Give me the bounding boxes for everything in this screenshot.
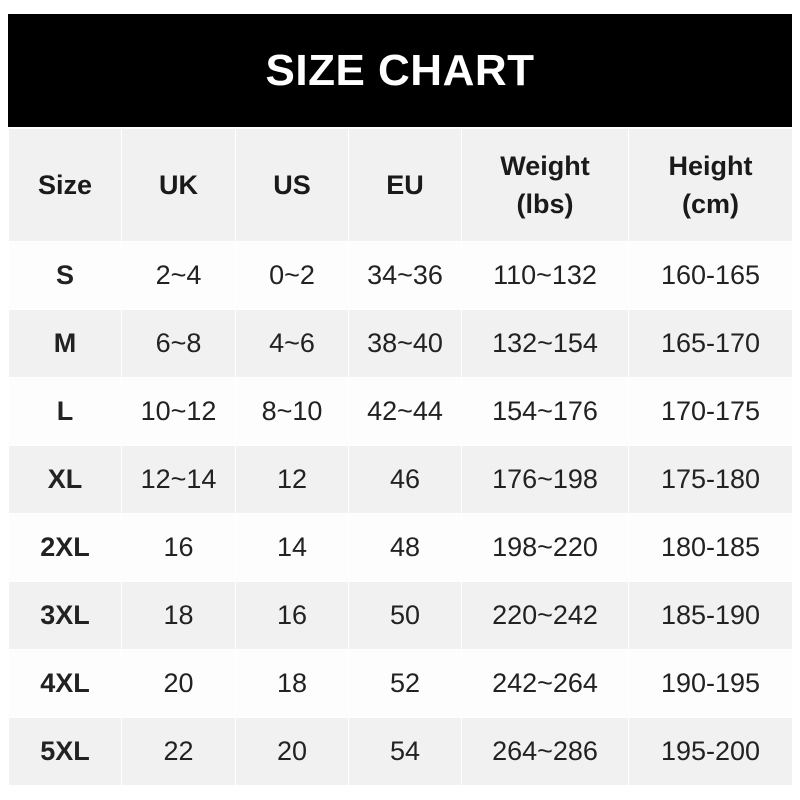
column-header-label: US: [273, 170, 311, 200]
cell-weight: 264~286: [461, 717, 629, 786]
cell-size: XL: [8, 445, 122, 514]
cell-height: 185-190: [628, 581, 793, 650]
cell-eu: 52: [348, 649, 462, 718]
cell-size: L: [8, 377, 122, 446]
cell-us: 14: [235, 513, 349, 582]
cell-height: 165-170: [628, 309, 793, 378]
cell-size: 4XL: [8, 649, 122, 718]
cell-size: M: [8, 309, 122, 378]
column-header-label: Height: [668, 151, 753, 181]
cell-eu: 48: [348, 513, 462, 582]
cell-uk: 2~4: [121, 241, 236, 310]
cell-size: 3XL: [8, 581, 122, 650]
column-header-size: Size: [8, 128, 122, 242]
column-header-label: Weight: [500, 151, 590, 181]
size-chart-title: SIZE CHART: [8, 14, 792, 127]
table-row: S 2~4 0~2 34~36 110~132 160-165: [8, 241, 793, 310]
cell-size: S: [8, 241, 122, 310]
column-header-label: UK: [159, 170, 198, 200]
cell-us: 12: [235, 445, 349, 514]
cell-height: 195-200: [628, 717, 793, 786]
cell-uk: 18: [121, 581, 236, 650]
cell-eu: 54: [348, 717, 462, 786]
cell-eu: 34~36: [348, 241, 462, 310]
column-header-eu: EU: [348, 128, 462, 242]
cell-us: 0~2: [235, 241, 349, 310]
column-header-height: Height (cm): [628, 128, 793, 242]
cell-size: 5XL: [8, 717, 122, 786]
cell-uk: 16: [121, 513, 236, 582]
cell-us: 18: [235, 649, 349, 718]
cell-height: 190-195: [628, 649, 793, 718]
cell-weight: 132~154: [461, 309, 629, 378]
column-header-weight: Weight (lbs): [461, 128, 629, 242]
column-header-label: EU: [386, 170, 424, 200]
cell-eu: 38~40: [348, 309, 462, 378]
cell-us: 20: [235, 717, 349, 786]
cell-weight: 176~198: [461, 445, 629, 514]
size-chart-table: Size UK US EU Weight (lbs) Height (cm) S 2~4 0~2 3…: [8, 128, 793, 786]
cell-weight: 110~132: [461, 241, 629, 310]
table-row: M 6~8 4~6 38~40 132~154 165-170: [8, 309, 793, 378]
cell-weight: 198~220: [461, 513, 629, 582]
header-row: Size UK US EU Weight (lbs) Height (cm): [8, 128, 793, 242]
cell-us: 16: [235, 581, 349, 650]
table-row: L 10~12 8~10 42~44 154~176 170-175: [8, 377, 793, 446]
column-header-label: Size: [37, 170, 93, 200]
column-header-uk: UK: [121, 128, 236, 242]
table-row: 4XL 20 18 52 242~264 190-195: [8, 649, 793, 718]
cell-eu: 50: [348, 581, 462, 650]
table-row: 3XL 18 16 50 220~242 185-190: [8, 581, 793, 650]
cell-height: 170-175: [628, 377, 793, 446]
cell-us: 4~6: [235, 309, 349, 378]
cell-height: 180-185: [628, 513, 793, 582]
cell-us: 8~10: [235, 377, 349, 446]
cell-eu: 46: [348, 445, 462, 514]
cell-weight: 242~264: [461, 649, 629, 718]
cell-height: 160-165: [628, 241, 793, 310]
table-row: XL 12~14 12 46 176~198 175-180: [8, 445, 793, 514]
column-header-unit: (cm): [681, 189, 739, 219]
table-row: 5XL 22 20 54 264~286 195-200: [8, 717, 793, 786]
cell-weight: 220~242: [461, 581, 629, 650]
table-body: S 2~4 0~2 34~36 110~132 160-165 M 6~8 4~6 38~40 13…: [8, 241, 793, 786]
cell-uk: 10~12: [121, 377, 236, 446]
cell-weight: 154~176: [461, 377, 629, 446]
cell-uk: 6~8: [121, 309, 236, 378]
cell-size: 2XL: [8, 513, 122, 582]
column-header-unit: (lbs): [516, 189, 574, 219]
cell-uk: 22: [121, 717, 236, 786]
cell-height: 175-180: [628, 445, 793, 514]
column-header-us: US: [235, 128, 349, 242]
cell-uk: 20: [121, 649, 236, 718]
cell-eu: 42~44: [348, 377, 462, 446]
cell-uk: 12~14: [121, 445, 236, 514]
table-row: 2XL 16 14 48 198~220 180-185: [8, 513, 793, 582]
